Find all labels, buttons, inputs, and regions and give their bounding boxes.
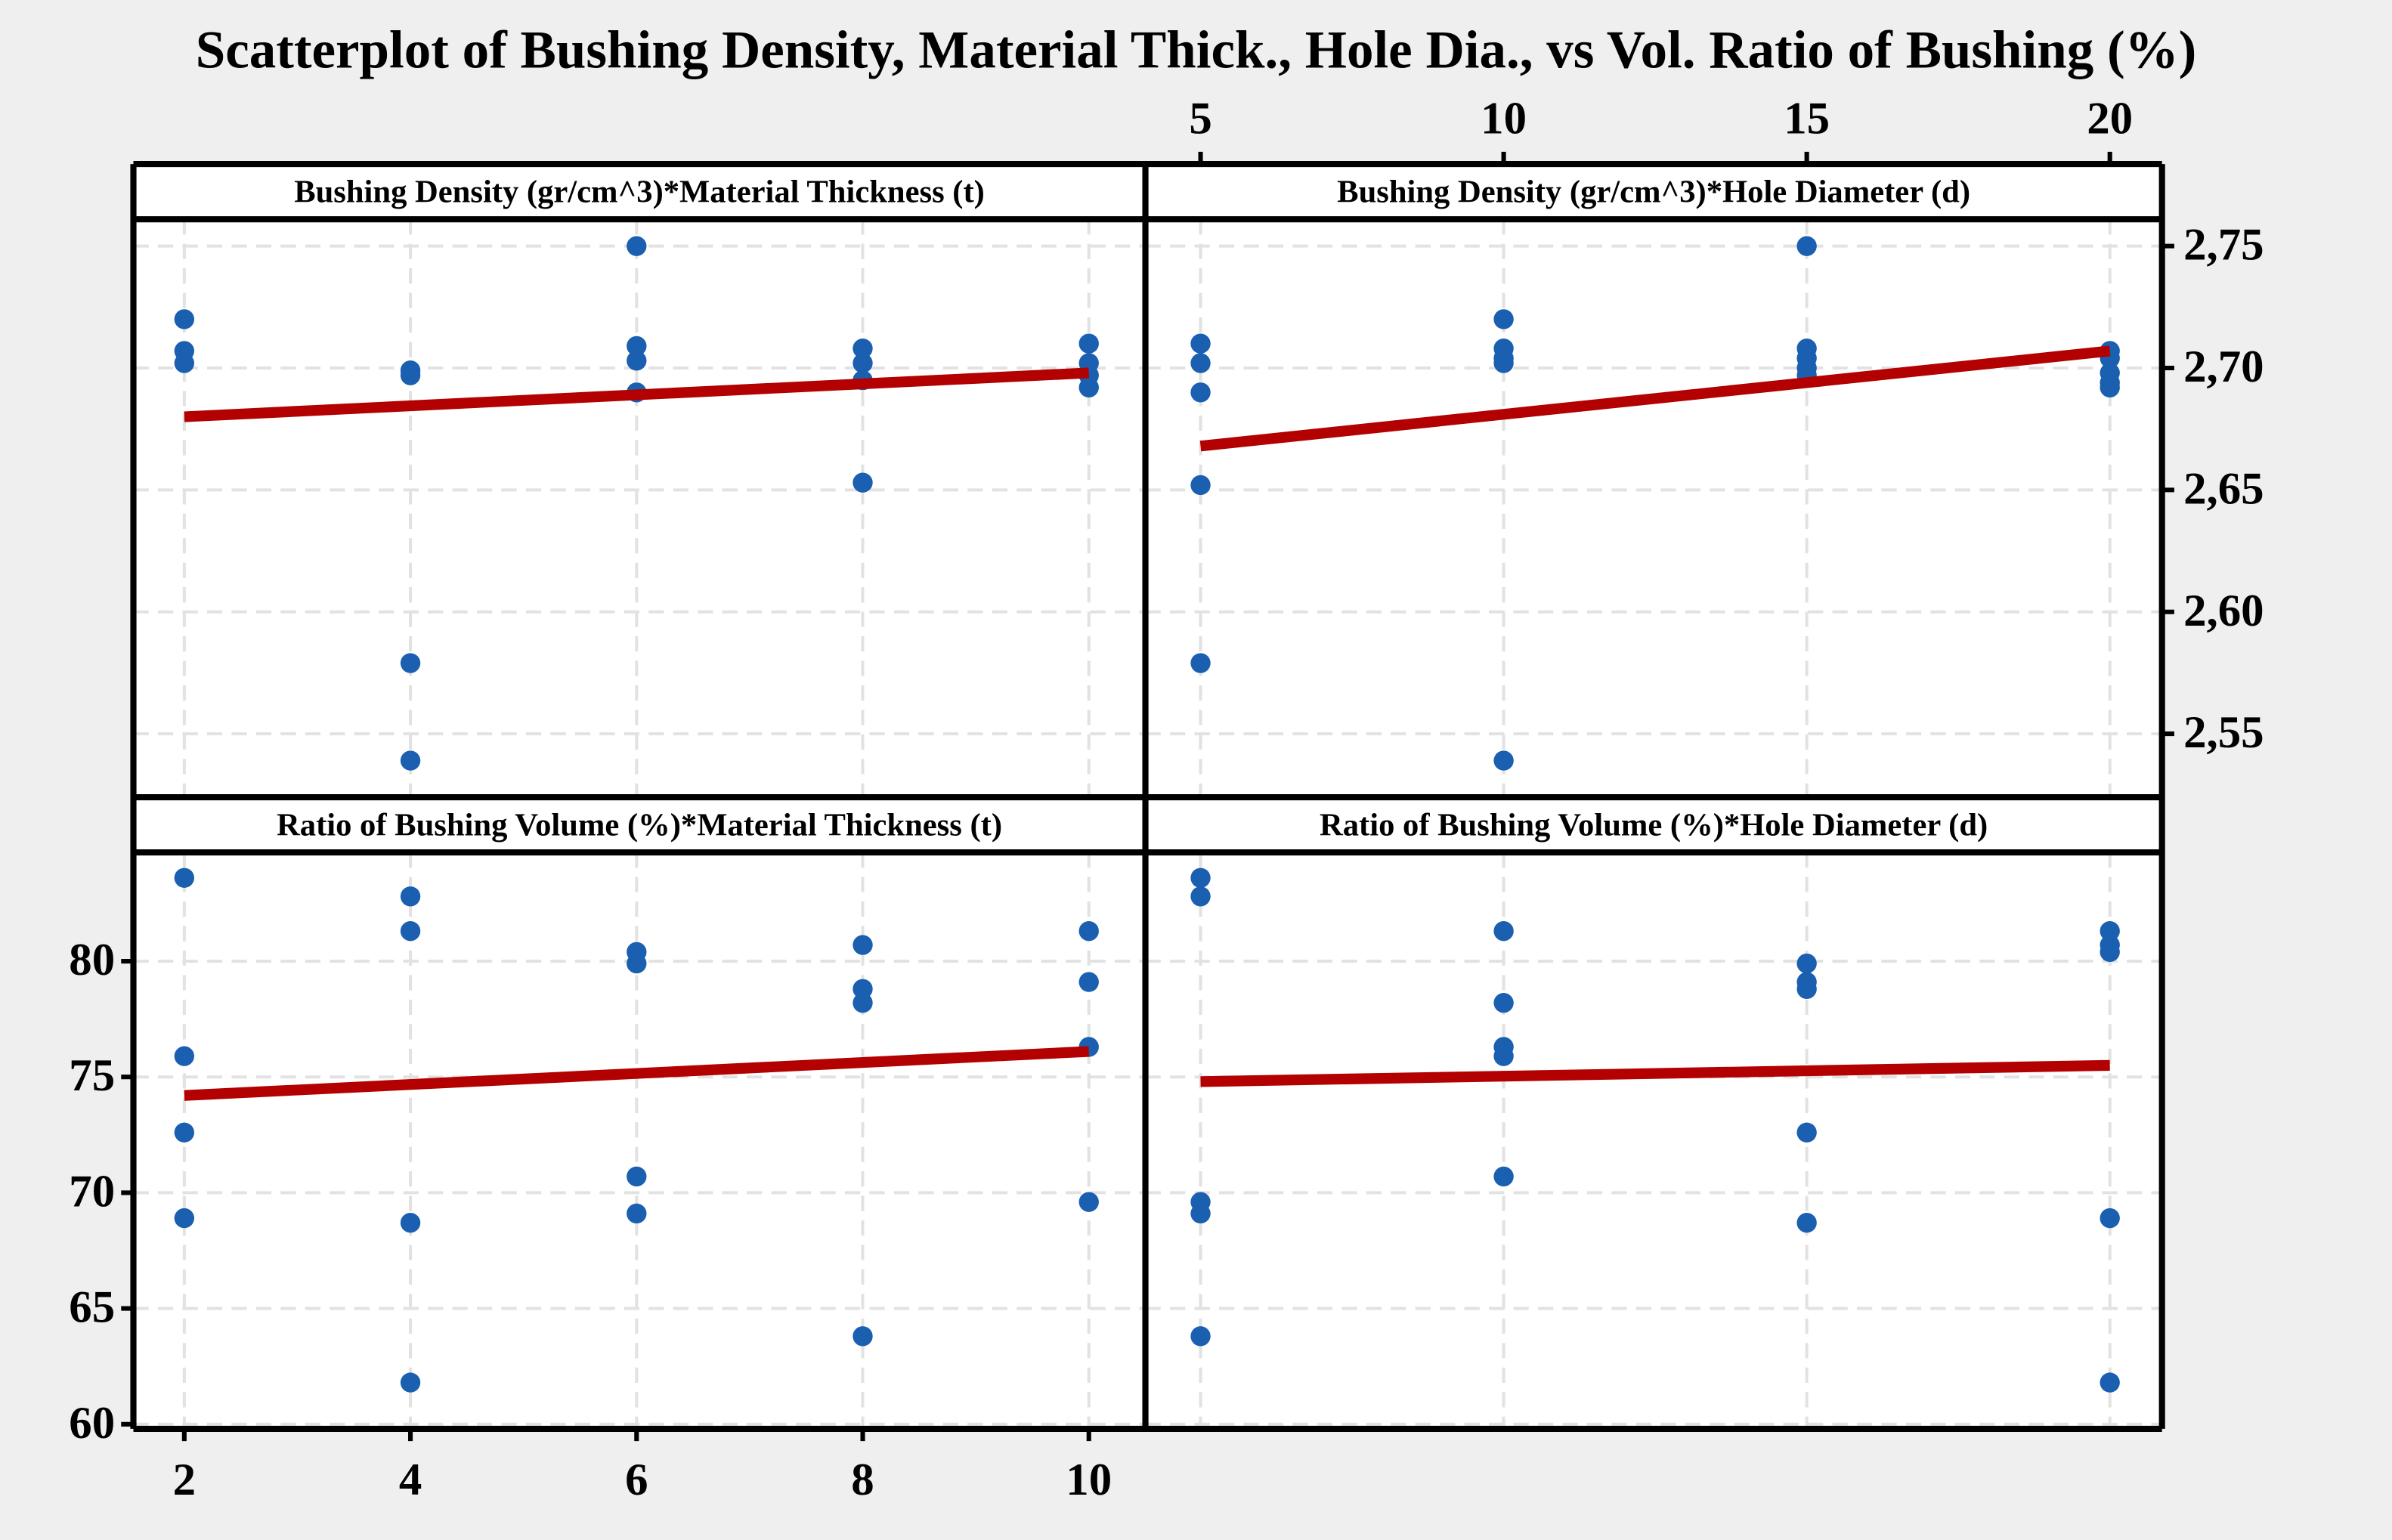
data-point (174, 867, 195, 888)
fit-line (184, 367, 1090, 422)
strip-background (133, 797, 1146, 853)
data-point (1493, 992, 1514, 1013)
data-point (400, 886, 421, 907)
data-point (2100, 1208, 2120, 1229)
x-tick-label: 6 (625, 1455, 648, 1505)
data-point (174, 1046, 195, 1066)
data-point (1796, 979, 1817, 999)
data-point (1190, 475, 1211, 496)
data-point (853, 353, 873, 373)
fit-line (1200, 1059, 2110, 1087)
fit-line (184, 1046, 1090, 1101)
data-point (174, 1122, 195, 1143)
data-point (853, 979, 873, 999)
data-point (1190, 353, 1211, 373)
data-point (1190, 382, 1211, 403)
y-tick-label: 65 (69, 1282, 115, 1333)
strip-background (133, 164, 1146, 220)
data-point (627, 351, 647, 371)
fit-line (1199, 345, 2111, 452)
x-tick-label: 15 (1784, 93, 1830, 144)
panel-background (133, 219, 1146, 798)
data-point (1190, 653, 1211, 673)
data-point (1190, 867, 1211, 888)
data-point (627, 953, 647, 974)
data-point (853, 1326, 873, 1347)
data-point (853, 472, 873, 493)
x-tick-label: 5 (1189, 93, 1211, 144)
data-point (627, 236, 647, 256)
data-point (1078, 1192, 1099, 1212)
data-point (400, 365, 421, 385)
y-tick-label: 80 (69, 935, 115, 985)
data-point (1190, 1326, 1211, 1347)
y-tick-label: 2,60 (2183, 586, 2264, 636)
data-point (2100, 1372, 2120, 1393)
data-point (174, 353, 195, 373)
data-point (627, 336, 647, 357)
data-point (174, 1208, 195, 1229)
data-point (853, 338, 873, 359)
data-point (627, 1166, 647, 1187)
data-point (400, 921, 421, 942)
main-title: Scatterplot of Bushing Density, Material… (196, 20, 2197, 79)
data-point (1078, 921, 1099, 942)
panel-background (133, 852, 1146, 1429)
panel-background (1145, 852, 2162, 1429)
data-point (1493, 1166, 1514, 1187)
data-point (1796, 1213, 1817, 1233)
data-point (627, 1203, 647, 1224)
strip-background (1145, 164, 2162, 220)
y-tick-label: 2,55 (2183, 707, 2264, 758)
x-tick-label: 20 (2087, 93, 2133, 144)
x-tick-label: 8 (851, 1455, 874, 1505)
panel-title: Bushing Density (gr/cm^3)*Material Thick… (294, 174, 985, 209)
data-point (400, 750, 421, 771)
x-tick-label: 2 (173, 1455, 196, 1505)
data-point (853, 992, 873, 1013)
strip-background (1145, 797, 2162, 853)
data-point (1796, 236, 1817, 256)
data-point (1190, 1203, 1211, 1224)
data-point (2100, 377, 2120, 398)
panel-title: Ratio of Bushing Volume (%)*Hole Diamete… (1320, 807, 1988, 843)
data-point (2100, 921, 2120, 942)
data-point (1493, 353, 1514, 373)
data-point (2100, 942, 2120, 962)
x-tick-label: 10 (1481, 93, 1527, 144)
panel-background (1145, 219, 2162, 798)
x-tick-label: 10 (1066, 1455, 1112, 1505)
data-point (1493, 1046, 1514, 1066)
data-point (400, 653, 421, 673)
data-point (1493, 921, 1514, 942)
panel-title: Ratio of Bushing Volume (%)*Material Thi… (277, 807, 1002, 843)
data-point (400, 1213, 421, 1233)
y-tick-label: 75 (69, 1050, 115, 1101)
data-point (1190, 886, 1211, 907)
data-point (1078, 377, 1099, 398)
y-tick-label: 2,75 (2183, 220, 2264, 271)
data-point (1796, 953, 1817, 974)
data-point (1493, 750, 1514, 771)
y-tick-label: 60 (69, 1398, 115, 1449)
data-point (400, 1372, 421, 1393)
y-tick-label: 2,70 (2183, 342, 2264, 392)
data-point (1078, 972, 1099, 992)
panel-title: Bushing Density (gr/cm^3)*Hole Diameter … (1337, 174, 1970, 209)
y-tick-label: 70 (69, 1166, 115, 1217)
data-point (1796, 1122, 1817, 1143)
data-point (174, 309, 195, 329)
data-point (1190, 333, 1211, 354)
x-tick-label: 4 (399, 1455, 422, 1505)
y-tick-label: 2,65 (2183, 463, 2264, 514)
data-point (853, 935, 873, 955)
data-point (1078, 333, 1099, 354)
data-point (1493, 309, 1514, 329)
